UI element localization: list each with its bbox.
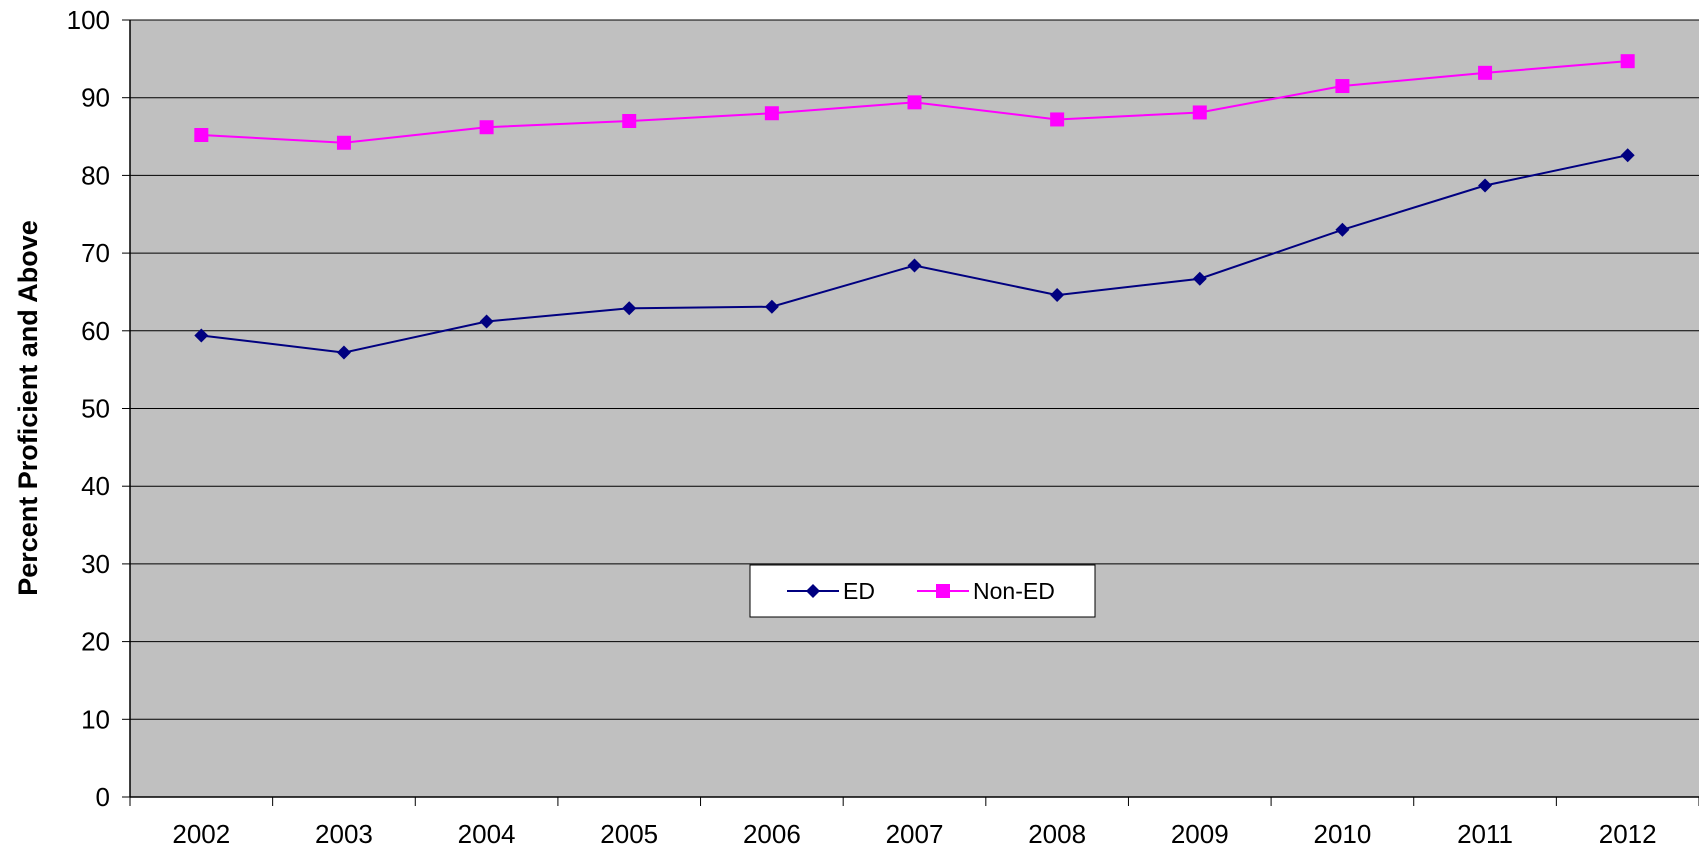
x-tick-label: 2008	[1028, 819, 1086, 849]
legend: ED Non-ED	[749, 564, 1096, 618]
x-tick-label: 2002	[172, 819, 230, 849]
data-point	[479, 120, 494, 135]
legend-label: ED	[843, 578, 875, 604]
data-point	[194, 328, 209, 343]
legend-item: Non-ED	[917, 578, 1055, 604]
legend-label: Non-ED	[973, 578, 1055, 604]
y-tick-label: 80	[81, 160, 110, 190]
data-point	[764, 106, 779, 121]
data-point	[479, 314, 494, 329]
series-non-ed	[194, 54, 1635, 150]
series-ed	[194, 148, 1635, 360]
y-tick-label: 90	[81, 83, 110, 113]
x-tick-label: 2007	[886, 819, 944, 849]
legend-marker	[806, 584, 820, 598]
y-axis-title: Percent Proficient and Above	[13, 220, 43, 596]
data-point	[622, 301, 637, 316]
x-tick-label: 2004	[458, 819, 516, 849]
series-lines	[194, 54, 1635, 360]
data-point	[1050, 288, 1065, 303]
data-point	[194, 127, 209, 142]
y-tick-label: 20	[81, 627, 110, 657]
data-point	[907, 258, 922, 273]
x-tick-label: 2005	[600, 819, 658, 849]
y-tick-label: 100	[67, 5, 110, 35]
y-tick-label: 30	[81, 549, 110, 579]
x-tick-label: 2009	[1171, 819, 1229, 849]
y-tick-label: 60	[81, 316, 110, 346]
data-point	[1478, 65, 1493, 80]
y-tick-label: 70	[81, 238, 110, 268]
x-tick-label: 2003	[315, 819, 373, 849]
data-point	[1192, 105, 1207, 120]
y-tick-label: 10	[81, 704, 110, 734]
data-point	[1050, 112, 1065, 127]
x-tick-label: 2010	[1313, 819, 1371, 849]
legend-marker	[936, 584, 950, 598]
y-tick-label: 40	[81, 471, 110, 501]
axes	[122, 19, 1699, 806]
data-point	[622, 114, 637, 129]
y-tick-labels: 0 10 20 30 40 50 60 70 80 90 100	[67, 5, 110, 812]
data-point	[1335, 222, 1350, 237]
y-tick-label: 0	[96, 782, 110, 812]
data-point	[1478, 178, 1493, 193]
legend-item: ED	[787, 578, 875, 604]
x-tick-label: 2006	[743, 819, 801, 849]
y-tick-label: 50	[81, 394, 110, 424]
x-tick-label: 2011	[1457, 819, 1513, 849]
data-point	[1335, 79, 1350, 94]
data-point	[336, 345, 351, 360]
data-point	[336, 135, 351, 150]
data-point	[1620, 148, 1635, 163]
data-point	[764, 299, 779, 314]
x-tick-labels: 2002 2003 2004 2005 2006 2007 2008 2009 2010 2011…	[172, 819, 1656, 849]
data-point	[1620, 54, 1635, 69]
data-point	[1192, 271, 1207, 286]
x-tick-label: 2012	[1599, 819, 1657, 849]
gridlines	[130, 19, 1699, 720]
data-point	[907, 95, 922, 110]
